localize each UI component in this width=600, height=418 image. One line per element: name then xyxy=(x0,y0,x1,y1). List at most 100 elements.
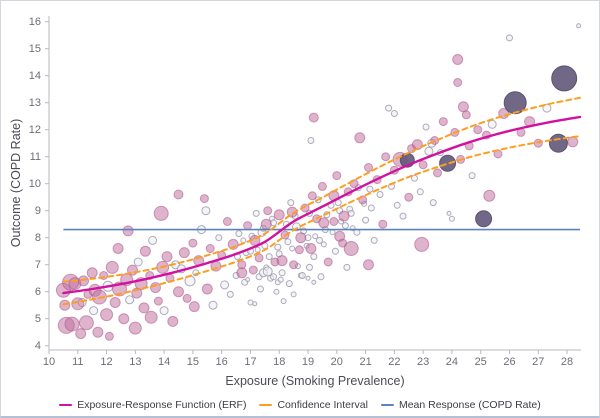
data-point[interactable] xyxy=(75,328,87,340)
data-point[interactable] xyxy=(331,247,339,255)
data-point[interactable] xyxy=(287,199,295,207)
data-point[interactable] xyxy=(118,313,130,325)
data-point[interactable] xyxy=(153,205,169,221)
data-point[interactable] xyxy=(312,233,319,240)
data-point[interactable] xyxy=(316,236,323,244)
data-point[interactable] xyxy=(298,272,306,279)
data-point[interactable] xyxy=(362,216,370,224)
data-point[interactable] xyxy=(153,296,163,306)
data-point[interactable] xyxy=(468,172,476,180)
data-point[interactable] xyxy=(262,266,273,277)
data-point[interactable] xyxy=(329,229,336,236)
data-point[interactable] xyxy=(205,244,215,253)
data-point[interactable] xyxy=(390,110,398,117)
data-point[interactable] xyxy=(125,295,135,305)
data-point[interactable] xyxy=(167,315,179,327)
data-point[interactable] xyxy=(237,260,247,270)
data-point[interactable] xyxy=(257,285,264,293)
data-point[interactable] xyxy=(475,210,493,228)
data-point[interactable] xyxy=(105,260,119,274)
data-point[interactable] xyxy=(318,217,330,229)
data-point[interactable] xyxy=(438,117,448,127)
data-point[interactable] xyxy=(277,276,284,283)
data-point[interactable] xyxy=(260,218,272,230)
data-point[interactable] xyxy=(280,298,287,305)
data-point[interactable] xyxy=(542,103,552,113)
data-point[interactable] xyxy=(354,132,366,144)
data-point[interactable] xyxy=(173,286,184,298)
data-point[interactable] xyxy=(173,189,184,200)
data-point[interactable] xyxy=(273,209,285,221)
data-point[interactable] xyxy=(439,154,457,172)
data-point[interactable] xyxy=(446,210,452,216)
data-point[interactable] xyxy=(226,290,234,298)
data-point[interactable] xyxy=(473,125,483,135)
data-point[interactable] xyxy=(290,291,297,298)
data-point[interactable] xyxy=(133,257,143,267)
data-point[interactable] xyxy=(240,237,247,244)
data-point[interactable] xyxy=(252,301,258,307)
data-point[interactable] xyxy=(64,316,80,332)
data-point[interactable] xyxy=(236,267,248,279)
data-point[interactable] xyxy=(144,310,158,324)
data-point[interactable] xyxy=(307,137,315,144)
data-point[interactable] xyxy=(89,306,99,316)
data-point[interactable] xyxy=(307,191,317,201)
data-point[interactable] xyxy=(92,326,104,338)
data-point[interactable] xyxy=(284,238,292,246)
data-point[interactable] xyxy=(422,123,430,131)
data-point[interactable] xyxy=(276,255,288,267)
data-point[interactable] xyxy=(289,245,296,252)
data-point[interactable] xyxy=(311,279,317,285)
data-point[interactable] xyxy=(274,243,282,251)
data-point[interactable] xyxy=(188,238,198,248)
data-point[interactable] xyxy=(254,246,261,253)
data-point[interactable] xyxy=(294,245,304,255)
data-point[interactable] xyxy=(201,206,211,216)
data-point[interactable] xyxy=(201,283,213,295)
data-point[interactable] xyxy=(320,241,327,248)
data-point[interactable] xyxy=(161,251,173,263)
data-point[interactable] xyxy=(245,277,251,283)
data-point[interactable] xyxy=(370,236,378,244)
data-point[interactable] xyxy=(483,189,496,202)
data-point[interactable] xyxy=(404,192,414,202)
data-point[interactable] xyxy=(305,275,311,281)
data-point[interactable] xyxy=(367,204,375,212)
data-point[interactable] xyxy=(285,280,293,288)
legend-item-2[interactable]: Mean Response (COPD Rate) xyxy=(380,399,541,411)
data-point[interactable] xyxy=(305,243,317,254)
data-point[interactable] xyxy=(381,152,391,162)
legend-item-0[interactable]: Exposure-Response Function (ERF) xyxy=(59,399,246,411)
data-point[interactable] xyxy=(138,302,150,314)
data-point[interactable] xyxy=(59,299,71,311)
data-point[interactable] xyxy=(220,280,230,290)
data-point[interactable] xyxy=(104,331,114,341)
data-point[interactable] xyxy=(306,263,313,271)
data-point[interactable] xyxy=(393,201,401,209)
data-point[interactable] xyxy=(252,209,260,217)
data-point[interactable] xyxy=(308,112,319,123)
data-point[interactable] xyxy=(122,225,134,237)
data-point[interactable] xyxy=(208,300,218,310)
data-point[interactable] xyxy=(457,101,469,113)
data-point[interactable] xyxy=(548,133,568,153)
data-point[interactable] xyxy=(376,191,384,198)
data-point[interactable] xyxy=(188,301,200,313)
data-point[interactable] xyxy=(222,217,232,226)
data-point[interactable] xyxy=(411,174,418,182)
data-point[interactable] xyxy=(112,243,124,254)
data-point[interactable] xyxy=(424,146,434,156)
data-point[interactable] xyxy=(487,119,497,129)
data-point[interactable] xyxy=(433,168,442,178)
data-point[interactable] xyxy=(159,306,169,316)
data-point[interactable] xyxy=(576,23,582,29)
data-point[interactable] xyxy=(317,181,327,191)
data-point[interactable] xyxy=(270,273,277,281)
data-point[interactable] xyxy=(364,163,373,172)
data-point[interactable] xyxy=(295,232,307,244)
data-point[interactable] xyxy=(263,206,273,216)
data-point[interactable] xyxy=(363,259,374,271)
data-point[interactable] xyxy=(71,297,85,311)
data-point[interactable] xyxy=(503,91,527,115)
